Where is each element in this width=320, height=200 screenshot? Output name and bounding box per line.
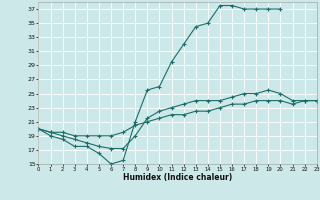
X-axis label: Humidex (Indice chaleur): Humidex (Indice chaleur) — [123, 173, 232, 182]
